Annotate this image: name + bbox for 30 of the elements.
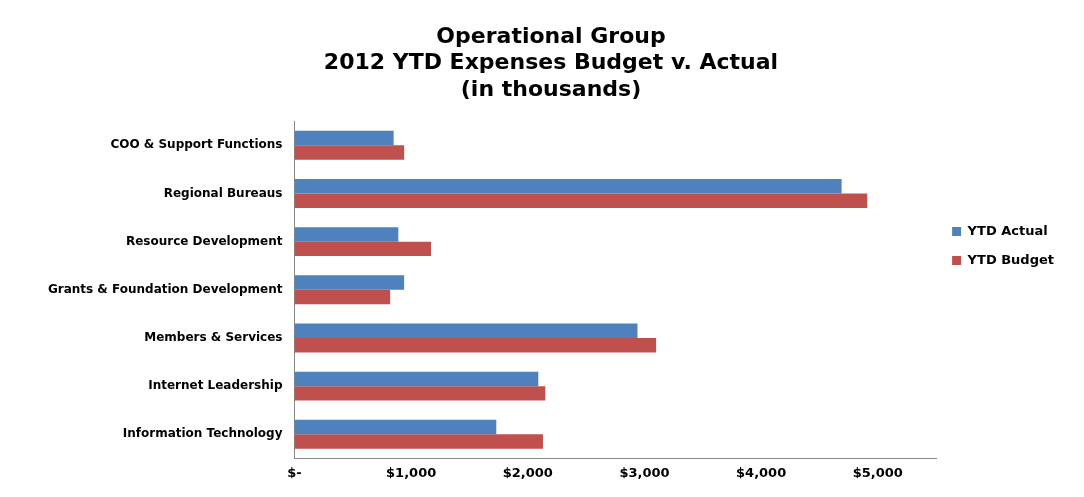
legend-label: YTD Budget [966, 251, 1054, 267]
bar [294, 371, 539, 387]
bar [294, 193, 868, 208]
bar [294, 179, 842, 194]
bar [294, 275, 405, 290]
chart-title: Operational Group 2012 YTD Expenses Budget v. Actual (in thousands) [323, 22, 779, 101]
y-tick-label: Internet Leadership [148, 378, 283, 393]
bar [294, 323, 638, 338]
x-tick-label: $5,000 [852, 464, 903, 480]
y-tick-label: Information Technology [122, 426, 283, 441]
bar [294, 337, 657, 353]
bar [294, 419, 497, 435]
bar [294, 241, 431, 257]
y-tick-label: Resource Development [125, 233, 283, 248]
bar [294, 386, 546, 401]
bar [294, 145, 405, 160]
y-tick-label: Grants & Foundation Development [47, 281, 283, 296]
y-tick-label: COO & Support Functions [110, 137, 283, 152]
y-tick-label: Members & Services [144, 330, 283, 345]
legend-label: YTD Actual [966, 222, 1048, 238]
x-tick-label: $2,000 [502, 464, 553, 480]
x-tick-label: $- [287, 464, 302, 480]
bar [294, 434, 543, 449]
bar [294, 130, 394, 146]
bar [294, 289, 391, 305]
x-tick-label: $1,000 [386, 464, 437, 480]
bar [294, 227, 399, 242]
x-tick-label: $4,000 [736, 464, 787, 480]
x-tick-label: $3,000 [619, 464, 670, 480]
y-tick-label: Regional Bureaus [163, 185, 283, 200]
